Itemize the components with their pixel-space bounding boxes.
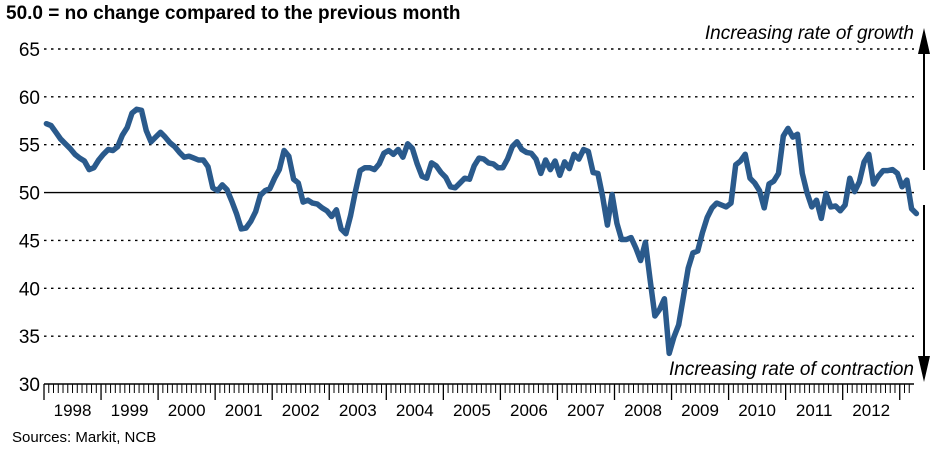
x-tick-label: 2007 (567, 401, 605, 420)
gridlines (44, 48, 914, 337)
x-tick-label: 1998 (54, 401, 92, 420)
chart-title: 50.0 = no change compared to the previou… (6, 3, 461, 24)
x-tick-label: 1999 (111, 401, 149, 420)
pmi-series-line (43, 106, 920, 357)
x-tick-label: 2011 (796, 401, 833, 420)
x-tick-label: 2000 (168, 401, 206, 420)
x-tick-label: 2012 (852, 401, 890, 420)
x-tick-label: 2001 (225, 401, 263, 420)
x-tick-label: 2005 (453, 401, 491, 420)
x-axis: 1998 1999 2000 2001 2002 2003 2004 2005 2006 2007… (43, 383, 914, 420)
y-tick-label: 60 (19, 88, 40, 109)
x-tick-label: 2009 (681, 401, 719, 420)
y-tick-label: 55 (19, 136, 40, 157)
source-note: Sources: Markit, NCB (12, 429, 157, 446)
y-tick-label: 50 (19, 184, 40, 205)
y-axis: 30 35 40 45 50 55 60 65 (19, 40, 40, 396)
y-tick-label: 45 (19, 231, 40, 252)
x-tick-label: 2006 (510, 401, 548, 420)
contraction-annotation: Increasing rate of contraction (669, 359, 914, 380)
x-tick-label: 2003 (339, 401, 377, 420)
y-tick-label: 65 (19, 40, 40, 61)
x-tick-label: 2008 (624, 401, 662, 420)
y-tick-label: 35 (19, 327, 40, 348)
x-tick-label: 2004 (396, 401, 434, 420)
contraction-arrow (918, 205, 930, 382)
growth-annotation: Increasing rate of growth (705, 23, 914, 44)
x-tick-label: 2010 (738, 401, 776, 420)
y-tick-label: 30 (19, 375, 40, 396)
y-tick-label: 40 (19, 279, 40, 300)
growth-arrow (918, 28, 930, 170)
annotations: Increasing rate of growth Increasing rat… (669, 23, 930, 382)
series-layer (43, 106, 920, 357)
x-tick-label: 2002 (282, 401, 320, 420)
